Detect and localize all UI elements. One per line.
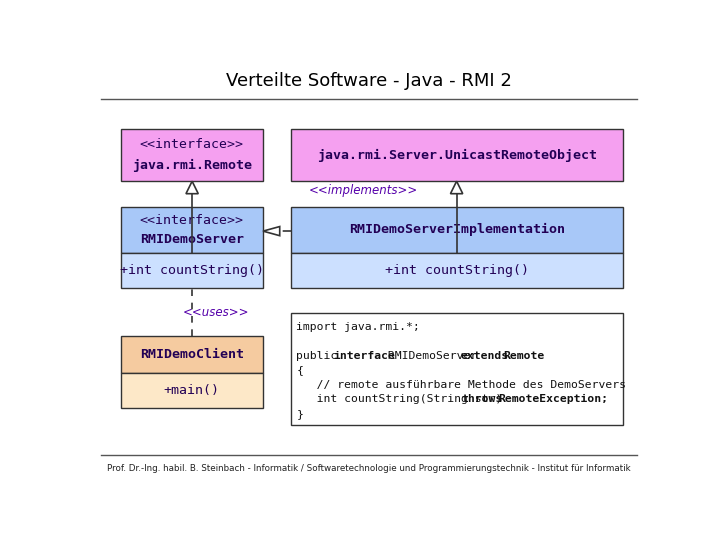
Text: <<implements>>: <<implements>> <box>309 184 418 197</box>
Text: java.rmi.Server.UnicastRemoteObject: java.rmi.Server.UnicastRemoteObject <box>317 148 597 162</box>
Text: RMIDemoClient: RMIDemoClient <box>140 348 244 361</box>
Polygon shape <box>451 181 463 194</box>
Text: int countString(String str): int countString(String str) <box>297 394 510 404</box>
FancyBboxPatch shape <box>291 129 623 181</box>
Text: throws: throws <box>461 394 502 404</box>
FancyBboxPatch shape <box>121 129 263 181</box>
Text: +main(): +main() <box>164 384 220 397</box>
Text: java.rmi.Remote: java.rmi.Remote <box>132 159 252 172</box>
Text: RMIDemoServer: RMIDemoServer <box>382 350 485 361</box>
Text: // remote ausführbare Methode des DemoServers: // remote ausführbare Methode des DemoSe… <box>297 380 626 390</box>
Text: import java.rmi.*;: import java.rmi.*; <box>297 321 420 332</box>
Text: +int countString(): +int countString() <box>120 264 264 277</box>
FancyBboxPatch shape <box>121 373 263 408</box>
Text: RMIDemoServerImplementation: RMIDemoServerImplementation <box>349 224 565 237</box>
Text: <<uses>>: <<uses>> <box>182 306 249 319</box>
Polygon shape <box>263 227 279 235</box>
Text: Prof. Dr.-Ing. habil. B. Steinbach - Informatik / Softwaretechnologie und Progra: Prof. Dr.-Ing. habil. B. Steinbach - Inf… <box>107 464 631 474</box>
FancyBboxPatch shape <box>291 313 623 426</box>
Text: Remote: Remote <box>503 350 544 361</box>
Polygon shape <box>186 181 198 194</box>
Text: public: public <box>297 350 345 361</box>
Text: {: { <box>297 365 303 375</box>
FancyBboxPatch shape <box>291 253 623 288</box>
Text: interface: interface <box>333 350 395 361</box>
FancyBboxPatch shape <box>121 253 263 288</box>
Text: RMIDemoServer: RMIDemoServer <box>140 233 244 246</box>
Text: extends: extends <box>461 350 509 361</box>
Text: }: } <box>297 409 303 419</box>
FancyBboxPatch shape <box>291 207 623 253</box>
Text: <<interface>>: <<interface>> <box>140 138 244 151</box>
FancyBboxPatch shape <box>121 207 263 253</box>
FancyBboxPatch shape <box>121 336 263 373</box>
Text: <<interface>>: <<interface>> <box>140 214 244 227</box>
Text: RemoteException;: RemoteException; <box>498 394 608 404</box>
Text: +int countString(): +int countString() <box>385 264 529 277</box>
Text: Verteilte Software - Java - RMI 2: Verteilte Software - Java - RMI 2 <box>226 72 512 90</box>
